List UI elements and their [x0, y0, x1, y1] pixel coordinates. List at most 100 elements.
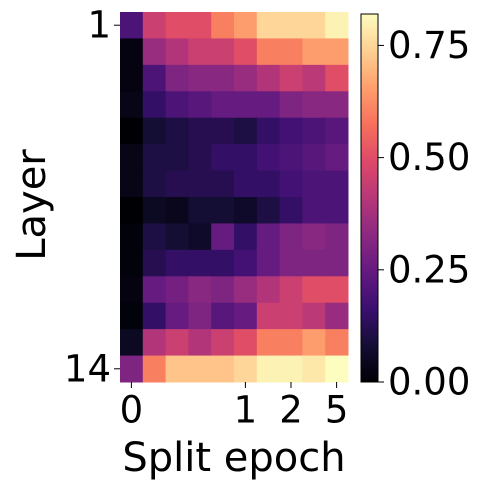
heatmap-cell	[234, 302, 258, 330]
heatmap-cell	[279, 170, 303, 198]
heatmap-cell	[325, 38, 349, 66]
heatmap-cell	[211, 144, 235, 172]
heatmap-cell	[234, 144, 258, 172]
heatmap-cell	[120, 197, 144, 224]
heatmap-cell	[279, 64, 303, 92]
heatmap-cell	[188, 38, 212, 66]
heatmap-cell	[142, 302, 167, 330]
heatmap-cell	[120, 329, 144, 357]
heatmap-cell	[188, 12, 212, 39]
heatmap-cell	[302, 302, 326, 330]
heatmap-cell	[279, 144, 303, 172]
y-tick-label: 1	[87, 4, 111, 47]
heatmap-cell	[256, 329, 281, 357]
heatmap-cell	[211, 276, 235, 304]
heatmap-cell	[188, 144, 212, 172]
heatmap-cell	[279, 223, 303, 251]
heatmap-cell	[302, 355, 326, 383]
heatmap-cell	[188, 91, 212, 119]
heatmap-cell	[234, 117, 258, 145]
heatmap-cell	[120, 144, 144, 172]
heatmap-cell	[256, 223, 281, 251]
heatmap-cell	[279, 12, 303, 39]
heatmap-cell	[120, 38, 144, 66]
heatmap-cell	[211, 91, 235, 119]
heatmap-cell	[142, 170, 167, 198]
heatmap-cell	[325, 223, 349, 251]
heatmap-cell	[234, 276, 258, 304]
heatmap-cell	[211, 302, 235, 330]
heatmap-cell	[302, 329, 326, 357]
heatmap-cell	[302, 91, 326, 119]
heatmap-cell	[234, 249, 258, 277]
heatmap-cell	[234, 38, 258, 66]
heatmap-cell	[188, 249, 212, 277]
heatmap-cell	[256, 117, 281, 145]
x-tick-label: 5	[325, 389, 349, 432]
heatmap-cell	[302, 12, 326, 39]
heatmap-cell	[302, 249, 326, 277]
heatmap-cell	[165, 144, 189, 172]
heatmap-cell	[120, 276, 144, 304]
x-tick-label: 1	[234, 389, 258, 432]
heatmap-cell	[279, 355, 303, 383]
heatmap-cell	[120, 91, 144, 119]
heatmap-cell	[188, 117, 212, 145]
heatmap-cell	[120, 170, 144, 198]
heatmap-cell	[325, 12, 349, 39]
heatmap-cell	[256, 38, 281, 66]
heatmap-cell	[142, 117, 167, 145]
heatmap-cell	[325, 276, 349, 304]
heatmap-cell	[325, 91, 349, 119]
heatmap-cell	[211, 170, 235, 198]
heatmap-cell	[279, 249, 303, 277]
heatmap-cell	[279, 302, 303, 330]
heatmap-cell	[188, 355, 212, 383]
heatmap-cell	[142, 197, 167, 224]
heatmap-cell	[188, 302, 212, 330]
heatmap-cell	[211, 12, 235, 39]
heatmap-cell	[302, 170, 326, 198]
heatmap-cell	[234, 223, 258, 251]
heatmap-cell	[211, 64, 235, 92]
heatmap-cell	[165, 249, 189, 277]
heatmap-cell	[279, 197, 303, 224]
heatmap-cell	[165, 276, 189, 304]
heatmap-cell	[211, 249, 235, 277]
heatmap-cell	[165, 223, 189, 251]
heatmap-cell	[234, 12, 258, 39]
heatmap-cell	[234, 64, 258, 92]
heatmap-cell	[325, 170, 349, 198]
y-tick-label: 14	[64, 347, 111, 390]
heatmap-cell	[234, 355, 258, 383]
heatmap-cell	[325, 249, 349, 277]
heatmap-cell	[165, 12, 189, 39]
x-tick-label: 0	[120, 389, 144, 432]
heatmap-cell	[211, 223, 235, 251]
heatmap-cell	[165, 170, 189, 198]
heatmap-cell	[256, 91, 281, 119]
colorbar-tick-label: 0.00	[388, 361, 470, 404]
heatmap-cell	[142, 91, 167, 119]
heatmap-cell	[325, 117, 349, 145]
heatmap-cell	[279, 91, 303, 119]
heatmap-cell	[211, 38, 235, 66]
heatmap-cell	[211, 197, 235, 224]
heatmap-cell	[325, 302, 349, 330]
heatmap-cell	[234, 197, 258, 224]
heatmap-cell	[120, 249, 144, 277]
heatmap-cell	[256, 144, 281, 172]
heatmap-cell	[142, 38, 167, 66]
heatmap-cell	[165, 64, 189, 92]
heatmap-cell	[165, 117, 189, 145]
heatmap-cell	[165, 91, 189, 119]
heatmap-cell	[256, 170, 281, 198]
heatmap-cell	[165, 329, 189, 357]
heatmap-cell	[120, 223, 144, 251]
heatmap-cell	[188, 276, 212, 304]
heatmap-cell	[234, 329, 258, 357]
heatmap-cell	[256, 197, 281, 224]
heatmap-cell	[142, 223, 167, 251]
heatmap-cell	[120, 302, 144, 330]
